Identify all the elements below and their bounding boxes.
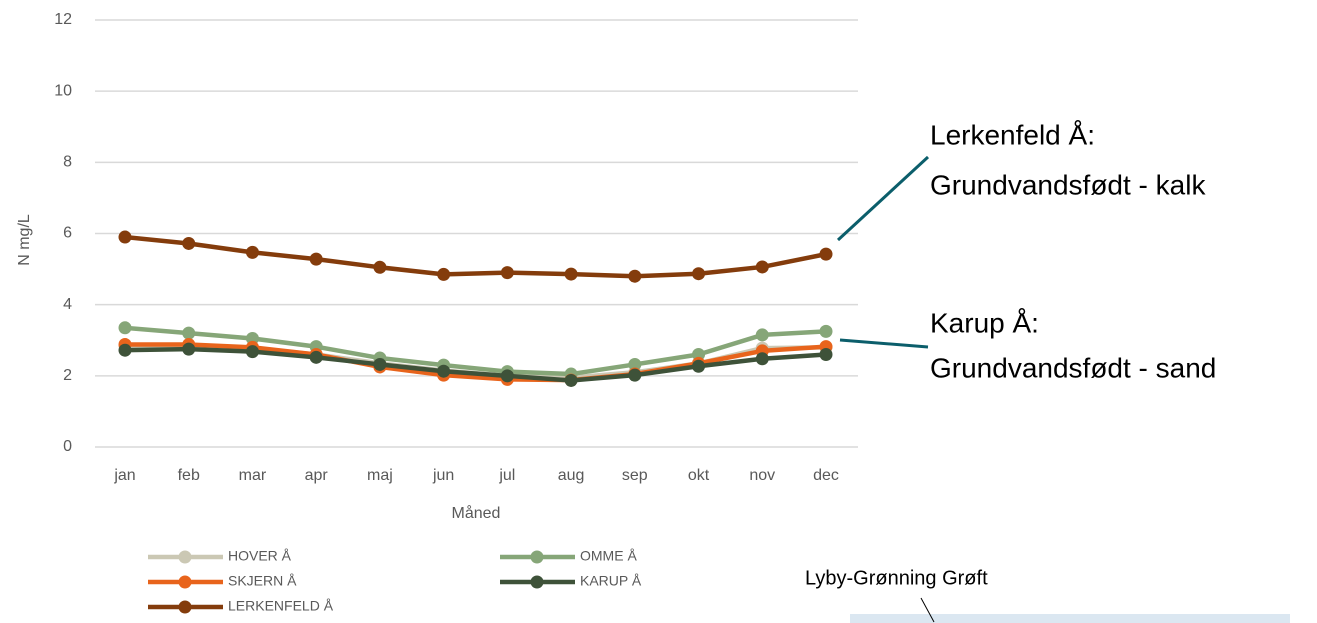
- legend-swatch-marker: [178, 550, 192, 564]
- series-point: [564, 267, 578, 281]
- series-point: [500, 369, 514, 383]
- annotation-leader: [920, 597, 935, 623]
- series-point: [819, 347, 833, 361]
- x-axis-label: Måned: [452, 504, 501, 522]
- series-point: [437, 364, 451, 378]
- series-point: [819, 324, 833, 338]
- annotation-text: Karup Å:: [930, 307, 1039, 338]
- legend-label: OMME Å: [580, 548, 637, 564]
- series-point: [628, 269, 642, 283]
- x-tick-label: jul: [498, 467, 515, 484]
- series-point: [500, 266, 514, 280]
- series-point: [182, 342, 196, 356]
- annotation-text: Lyby-Grønning Grøft: [805, 567, 988, 589]
- series-point: [373, 357, 387, 371]
- series-line: [124, 234, 827, 279]
- series-point: [755, 352, 769, 366]
- series-point: [118, 230, 132, 244]
- annotation-leader: [836, 155, 930, 242]
- series-line: [124, 346, 827, 383]
- series-point: [628, 368, 642, 382]
- y-axis-label: N mg/L: [16, 214, 33, 266]
- series-point: [755, 328, 769, 342]
- legend-swatch-marker: [530, 575, 544, 589]
- x-tick-label: aug: [558, 467, 585, 484]
- legend-label: HOVER Å: [228, 548, 292, 564]
- series-point: [819, 247, 833, 261]
- y-tick-label: 8: [63, 154, 72, 171]
- legend-swatch-marker: [178, 600, 192, 614]
- series-point: [182, 236, 196, 250]
- series-line: [125, 342, 827, 383]
- annotation-text: Lerkenfeld Å:: [930, 119, 1095, 150]
- y-tick-label: 2: [63, 367, 72, 384]
- x-tick-label: mar: [239, 467, 267, 484]
- x-tick-label: dec: [813, 467, 839, 484]
- series-point: [309, 350, 323, 364]
- x-tick-label: feb: [178, 467, 200, 484]
- x-tick-label: okt: [688, 467, 710, 484]
- series-point: [373, 260, 387, 274]
- annotation-text: Grundvandsfødt - kalk: [930, 169, 1206, 200]
- y-tick-label: 12: [54, 11, 72, 28]
- x-tick-label: nov: [749, 467, 775, 484]
- y-tick-label: 10: [54, 82, 72, 99]
- x-tick-label: sep: [622, 467, 648, 484]
- series-point: [245, 345, 259, 359]
- legend-swatch-marker: [178, 575, 192, 589]
- photo-strip: [850, 614, 1290, 623]
- series-point: [692, 347, 706, 361]
- legend-label: KARUP Å: [580, 573, 642, 589]
- legend-label: LERKENFELD Å: [228, 598, 334, 614]
- series-line: [124, 325, 827, 377]
- series-point: [692, 267, 706, 281]
- series-point: [692, 359, 706, 373]
- series-point: [118, 321, 132, 335]
- x-tick-label: maj: [367, 467, 393, 484]
- x-tick-label: jun: [432, 467, 454, 484]
- series-point: [628, 357, 642, 371]
- annotation-leader: [839, 338, 929, 349]
- annotation-text: Grundvandsfødt - sand: [930, 352, 1216, 383]
- legend-label: SKJERN Å: [228, 573, 297, 589]
- y-tick-label: 0: [63, 438, 72, 455]
- series-point: [118, 343, 132, 357]
- y-tick-label: 4: [63, 296, 72, 313]
- series-point: [564, 373, 578, 387]
- x-tick-label: jan: [113, 467, 135, 484]
- x-tick-label: apr: [305, 467, 329, 484]
- series-point: [309, 252, 323, 266]
- series-point: [182, 326, 196, 340]
- legend-swatch-marker: [530, 550, 544, 564]
- series-point: [245, 245, 259, 259]
- series-point: [437, 267, 451, 281]
- series-point: [245, 331, 259, 345]
- y-tick-label: 6: [63, 225, 72, 242]
- series-point: [755, 260, 769, 274]
